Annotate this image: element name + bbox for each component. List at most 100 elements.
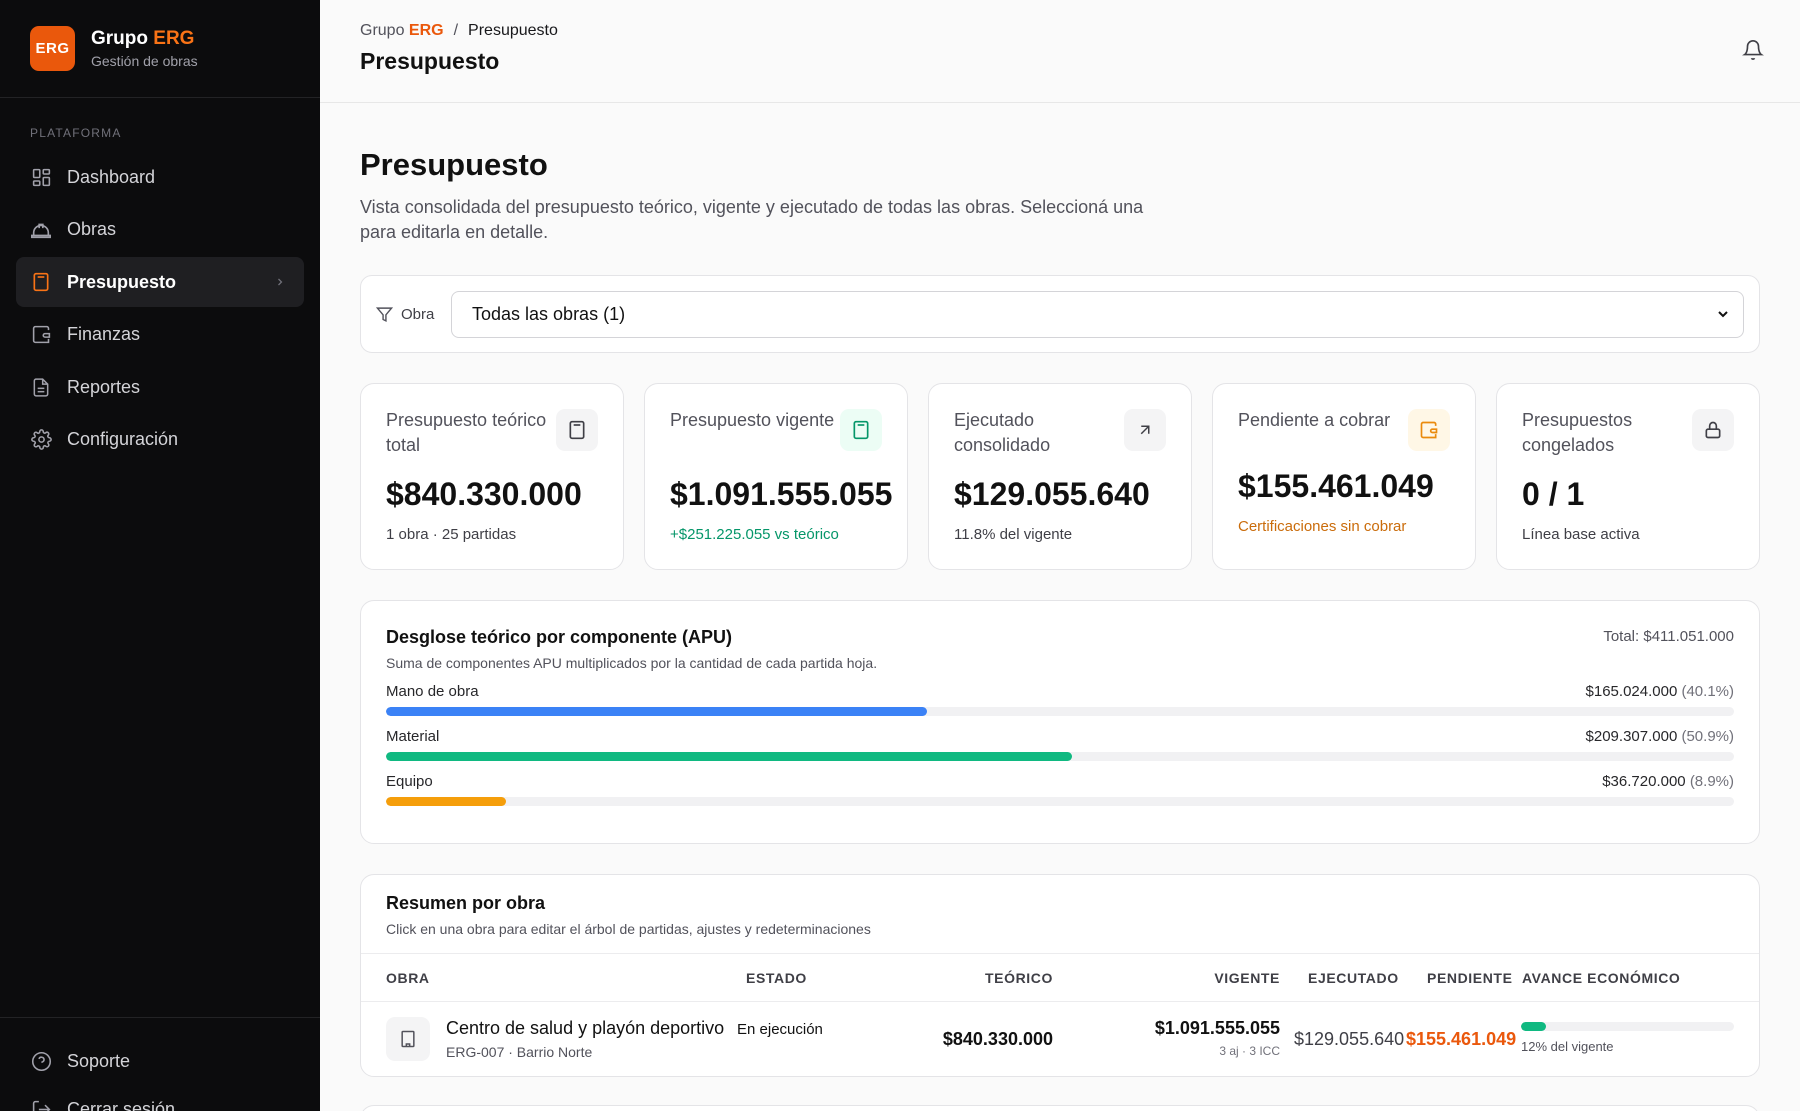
summary-header: Resumen por obra Click en una obra para … xyxy=(361,875,1759,954)
kpi-label: Presupuesto teórico total xyxy=(386,410,547,455)
topbar-title: Presupuesto xyxy=(360,48,500,74)
filter-label: Obra xyxy=(376,306,451,323)
summary-subtitle: Click en una obra para editar el árbol d… xyxy=(386,921,871,937)
apu-row-amount: $209.307.000 xyxy=(1585,728,1678,745)
apu-bar-fill xyxy=(386,797,506,806)
filter-card: Obra Todas las obras (1) xyxy=(360,275,1760,353)
apu-row-amount: $36.720.000 xyxy=(1602,773,1686,790)
lock-icon xyxy=(1692,409,1734,451)
help-icon xyxy=(30,1050,52,1072)
column-header-pendiente[interactable]: PENDIENTE xyxy=(1427,970,1513,986)
apu-total: Total: $411.051.000 xyxy=(1603,628,1734,645)
obra-ejecutado: $129.055.640 xyxy=(1294,1029,1405,1049)
wallet-icon xyxy=(30,324,52,346)
obra-pendiente: $155.461.049 xyxy=(1406,1029,1517,1049)
arrow-up-right-icon xyxy=(1124,409,1166,451)
sidebar-nav: Dashboard Obras Presupuesto Finanzas xyxy=(0,152,320,465)
page-content: Presupuesto Vista consolidada del presup… xyxy=(320,103,1800,1111)
apu-row-pct: (8.9%) xyxy=(1689,773,1734,790)
breadcrumb-separator: / xyxy=(453,22,459,39)
calculator-icon xyxy=(556,409,598,451)
filter-label-text: Obra xyxy=(401,305,435,323)
breadcrumb-root-accent: ERG xyxy=(408,22,444,39)
sidebar-item-cerrar-sesion[interactable]: Cerrar sesión xyxy=(16,1087,304,1111)
table-header: OBRA ESTADO TEÓRICO VIGENTE EJECUTADO PE… xyxy=(361,954,1759,1002)
avance-label: 12% del vigente xyxy=(1521,1039,1614,1054)
sidebar-item-dashboard[interactable]: Dashboard xyxy=(16,152,304,202)
avance-progress-bar xyxy=(1521,1022,1734,1031)
sidebar-item-label: Finanzas xyxy=(67,324,141,344)
sidebar-item-configuracion[interactable]: Configuración xyxy=(16,415,304,465)
apu-bar-track xyxy=(386,752,1734,761)
summary-card: Resumen por obra Click en una obra para … xyxy=(360,874,1760,1077)
sidebar-item-presupuesto[interactable]: Presupuesto xyxy=(16,257,304,307)
brand-subtitle: Gestión de obras xyxy=(91,53,198,69)
kpi-label: Presupuesto vigente xyxy=(670,410,835,430)
kpi-value: $129.055.640 xyxy=(954,476,1150,512)
sidebar-item-reportes[interactable]: Reportes xyxy=(16,362,304,412)
sidebar-item-label: Presupuesto xyxy=(67,271,177,292)
sidebar-footer: Soporte Cerrar sesión xyxy=(0,1017,320,1111)
column-header-ejecutado[interactable]: EJECUTADO xyxy=(1308,970,1399,986)
sidebar-item-label: Obras xyxy=(67,219,117,239)
sidebar-item-label: Reportes xyxy=(67,376,141,397)
apu-bar-fill xyxy=(386,707,927,716)
kpi-value: $840.330.000 xyxy=(386,476,582,512)
avance-progress-fill xyxy=(1521,1022,1547,1031)
topbar: Grupo ERG / Presupuesto Presupuesto xyxy=(320,0,1800,103)
bell-icon[interactable] xyxy=(1742,38,1768,64)
obra-select-value: Todas las obras (1) xyxy=(472,303,626,324)
chevron-right-icon xyxy=(274,276,286,288)
logo: ERG xyxy=(30,26,75,71)
sidebar-item-soporte[interactable]: Soporte xyxy=(16,1038,304,1084)
sidebar-item-label: Soporte xyxy=(67,1050,131,1071)
apu-row-mano-de-obra: Mano de obra $165.024.000 (40.1%) xyxy=(386,683,1734,716)
brand-name-prefix: Grupo xyxy=(91,28,148,49)
sidebar-item-label: Configuración xyxy=(67,429,179,449)
obra-name: Centro de salud y playón deportivo xyxy=(446,1018,725,1038)
sidebar-item-obras[interactable]: Obras xyxy=(16,205,304,255)
breadcrumb-root[interactable]: Grupo ERG xyxy=(360,22,444,40)
obra-code: ERG-007 · Barrio Norte xyxy=(446,1044,593,1060)
apu-row-label: Equipo xyxy=(386,773,433,790)
kpi-value: $155.461.049 xyxy=(1238,468,1434,504)
column-header-vigente[interactable]: VIGENTE xyxy=(1214,970,1280,986)
brand[interactable]: ERG Grupo ERG Gestión de obras xyxy=(0,0,320,98)
kpi-label: Presupuestos congelados xyxy=(1522,410,1633,455)
brand-name: Grupo ERG xyxy=(91,28,198,50)
filter-icon xyxy=(376,306,393,323)
apu-subtitle: Suma de componentes APU multiplicados po… xyxy=(386,655,878,671)
sidebar-item-finanzas[interactable]: Finanzas xyxy=(16,310,304,360)
apu-row-label: Mano de obra xyxy=(386,683,479,700)
apu-breakdown-card: Desglose teórico por componente (APU) Su… xyxy=(360,600,1760,844)
kpi-sub: Línea base activa xyxy=(1522,526,1640,543)
kpi-sub: 1 obra · 25 partidas xyxy=(386,526,517,543)
kpi-card-congelados: Presupuestos congelados 0 / 1 Línea base… xyxy=(1496,383,1760,570)
calculator-icon xyxy=(840,409,882,451)
apu-row-pct: (50.9%) xyxy=(1681,728,1734,745)
calculator-icon xyxy=(30,271,52,293)
hardhat-icon xyxy=(30,219,52,241)
column-header-estado[interactable]: ESTADO xyxy=(746,970,807,986)
breadcrumb-current: Presupuesto xyxy=(468,22,558,39)
page-description: Vista consolidada del presupuesto teóric… xyxy=(360,197,1144,242)
apu-bar-track xyxy=(386,707,1734,716)
sidebar-item-label: Cerrar sesión xyxy=(67,1099,176,1111)
page-title: Presupuesto xyxy=(360,147,548,182)
kpi-sub: 11.8% del vigente xyxy=(954,526,1073,543)
obra-vigente: $1.091.555.055 xyxy=(1154,1018,1280,1038)
gear-icon xyxy=(30,429,52,451)
column-header-obra[interactable]: OBRA xyxy=(386,970,430,986)
file-text-icon xyxy=(30,376,52,398)
next-card xyxy=(360,1105,1760,1111)
summary-title: Resumen por obra xyxy=(386,893,546,913)
kpi-value: $1.091.555.055 xyxy=(670,476,893,512)
column-header-teorico[interactable]: TEÓRICO xyxy=(985,970,1053,986)
column-header-avance[interactable]: AVANCE ECONÓMICO xyxy=(1522,970,1681,986)
sidebar-item-label: Dashboard xyxy=(67,166,156,187)
breadcrumb-root-prefix: Grupo xyxy=(360,22,405,39)
nav-section-label: PLATAFORMA xyxy=(30,126,122,140)
obra-select[interactable]: Todas las obras (1) xyxy=(451,290,1744,338)
apu-row-material: Material $209.307.000 (50.9%) xyxy=(386,728,1734,761)
table-row[interactable]: Centro de salud y playón deportivo ERG-0… xyxy=(361,1002,1759,1076)
